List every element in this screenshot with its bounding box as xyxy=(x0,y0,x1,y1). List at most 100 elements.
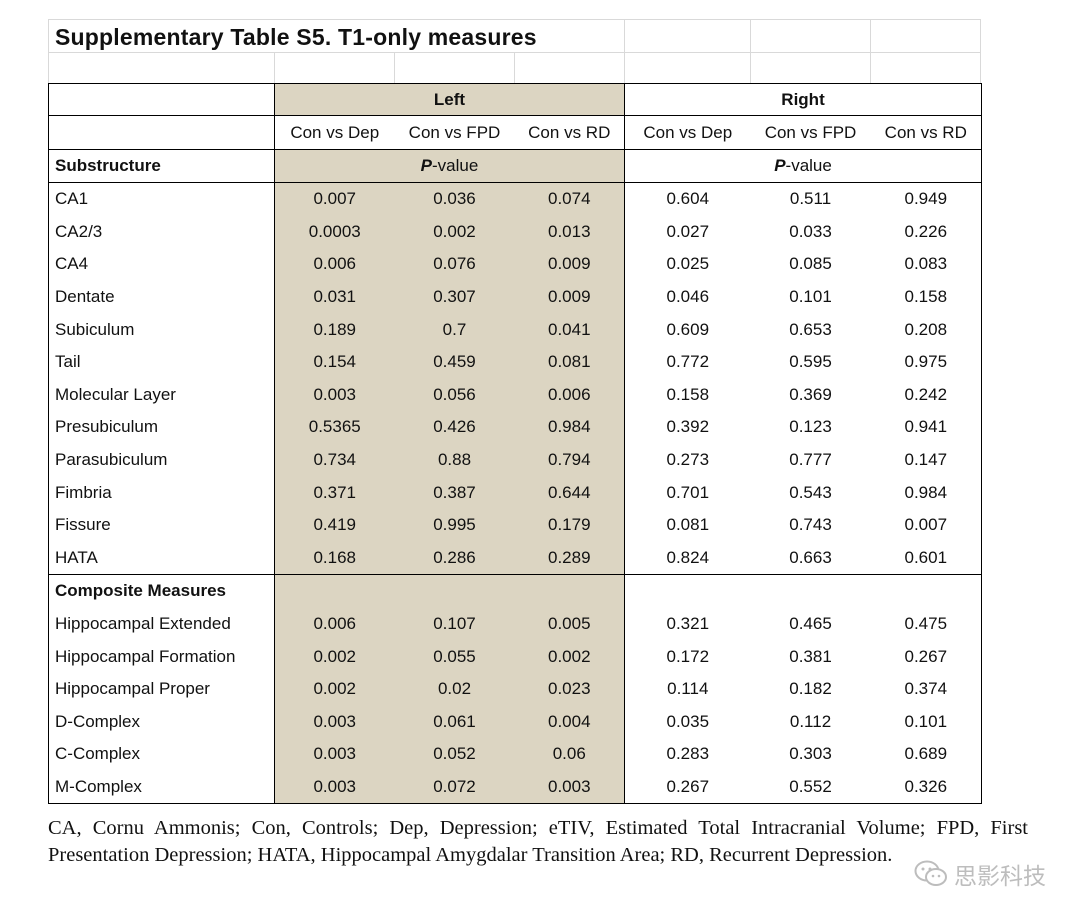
pvalue-cell: 0.663 xyxy=(789,547,832,567)
pvalue-cell: 0.321 xyxy=(624,607,751,641)
comparison-header: Con vs Dep xyxy=(274,115,395,150)
pvalue-cell: 0.601 xyxy=(870,541,983,575)
pvalue-cell: 0.273 xyxy=(624,443,751,477)
pvalue-cell: 0.369 xyxy=(789,384,832,404)
pvalue-cell: 0.031 xyxy=(274,280,395,314)
pvalue-cell: 0.033 xyxy=(789,221,832,241)
pvalue-cell: 0.158 xyxy=(624,378,751,412)
pvalue-cell: 0.006 xyxy=(514,378,625,412)
pvalue-cell: 0.189 xyxy=(274,313,395,346)
pvalue-cell: 0.002 xyxy=(514,640,625,673)
table-row: Tail 0.154 0.459 0.081 0.772 0.595 0.975 xyxy=(48,345,983,379)
section-header-row: Substructure P-value P-value xyxy=(48,149,983,183)
pvalue-cell: 0.543 xyxy=(789,482,832,502)
table-row: CA2/3 0.0003 0.002 0.013 0.027 0.033 0.226 xyxy=(48,215,983,249)
table-row: Parasubiculum 0.734 0.88 0.794 0.273 0.777 0.1… xyxy=(48,443,983,477)
pvalue-cell: 0.289 xyxy=(514,541,625,575)
pvalue-cell: 0.085 xyxy=(789,254,832,274)
pvalue-cell: 0.267 xyxy=(870,640,983,673)
pvalue-cell: 0.009 xyxy=(514,280,625,314)
pvalue-cell: 0.995 xyxy=(394,508,515,542)
pvalue-cell: 0.025 xyxy=(624,248,751,281)
table-row: CA4 0.006 0.076 0.009 0.025 0.085 0.083 xyxy=(48,248,983,281)
pvalue-cell: 0.283 xyxy=(624,738,751,771)
pvalue-cell: 0.286 xyxy=(394,541,515,575)
pvalue-cell: 0.003 xyxy=(514,770,625,805)
pvalue-cell: 0.984 xyxy=(514,411,625,444)
pvalue-cell: 0.984 xyxy=(870,476,983,509)
pvalue-cell: 0.076 xyxy=(394,248,515,281)
table-row: HATA 0.168 0.286 0.289 0.824 0.663 0.601 xyxy=(48,541,983,575)
pvalue-cell: 0.005 xyxy=(514,607,625,641)
pvalue-table: Left Right Con vs Dep Con vs FPD Con vs … xyxy=(48,83,983,805)
pvalue-cell: 0.002 xyxy=(274,640,395,673)
row-label: M-Complex xyxy=(48,770,275,805)
pvalue-cell: 0.003 xyxy=(274,738,395,771)
pvalue-cell: 0.004 xyxy=(514,705,625,739)
pvalue-cell: 0.002 xyxy=(394,215,515,249)
pvalue-cell: 0.595 xyxy=(789,352,832,372)
table-row: CA1 0.007 0.036 0.074 0.604 0.511 0.949 xyxy=(48,182,983,216)
watermark-text: 思影科技 xyxy=(954,864,1046,890)
group-header-right: Right xyxy=(624,83,983,116)
pvalue-cell: 0.459 xyxy=(394,345,515,379)
pvalue-cell: 0.88 xyxy=(394,443,515,477)
pvalue-cell: 0.041 xyxy=(514,313,625,346)
sheet-gridline xyxy=(514,52,515,83)
pvalue-cell: 0.307 xyxy=(394,280,515,314)
group-header-row: Left Right xyxy=(48,83,983,116)
pvalue-cell: 0.002 xyxy=(274,672,395,706)
row-label: D-Complex xyxy=(48,705,275,739)
pvalue-cell: 0.949 xyxy=(870,182,983,216)
comparison-header: Con vs RD xyxy=(514,115,625,150)
pvalue-cell: 0.242 xyxy=(870,378,983,412)
pvalue-cell: 0.5365 xyxy=(274,411,395,444)
table-row: Subiculum 0.189 0.7 0.041 0.609 0.653 0.208 xyxy=(48,313,983,346)
row-label: CA1 xyxy=(48,182,275,216)
table-row: Fissure 0.419 0.995 0.179 0.081 0.743 0.007 xyxy=(48,508,983,542)
pvalue-cell: 0.107 xyxy=(394,607,515,641)
pvalue-cell: 0.158 xyxy=(870,280,983,314)
pvalue-cell: 0.609 xyxy=(624,313,751,346)
pvalue-cell: 0.7 xyxy=(394,313,515,346)
section-heading: Composite Measures xyxy=(48,574,275,608)
pvalue-cell: 0.772 xyxy=(624,345,751,379)
pvalue-cell: 0.381 xyxy=(789,646,832,666)
row-label: Hippocampal Extended xyxy=(48,607,275,641)
pvalue-cell: 0.941 xyxy=(870,411,983,444)
pvalue-cell: 0.387 xyxy=(394,476,515,509)
row-label: Dentate xyxy=(48,280,275,314)
pvalue-p: P xyxy=(420,156,433,175)
pvalue-cell: 0.003 xyxy=(274,770,395,805)
row-label: Tail xyxy=(48,345,275,379)
pvalue-cell: 0.777 xyxy=(789,450,832,470)
row-label: Parasubiculum xyxy=(48,443,275,477)
pvalue-cell: 0.009 xyxy=(514,248,625,281)
pvalue-cell: 0.101 xyxy=(789,287,832,307)
sheet-gridline xyxy=(624,19,625,83)
pvalue-cell: 0.644 xyxy=(514,476,625,509)
pvalue-cell: 0.083 xyxy=(870,248,983,281)
pvalue-cell: 0.007 xyxy=(870,508,983,542)
sheet-gridline xyxy=(274,52,275,83)
table-title: Supplementary Table S5. T1-only measures xyxy=(55,24,537,50)
pvalue-cell: 0.056 xyxy=(394,378,515,412)
pvalue-cell: 0.604 xyxy=(624,182,751,216)
pvalue-cell: 0.701 xyxy=(624,476,751,509)
row-label: CA2/3 xyxy=(48,215,275,249)
pvalue-cell: 0.182 xyxy=(789,679,832,699)
pvalue-cell: 0.007 xyxy=(274,182,395,216)
pvalue-cell: 0.975 xyxy=(870,345,983,379)
pvalue-cell: 0.055 xyxy=(394,640,515,673)
pvalue-cell: 0.824 xyxy=(624,541,751,575)
pvalue-cell: 0.154 xyxy=(274,345,395,379)
comparison-header-row: Con vs Dep Con vs FPD Con vs RD Con vs D… xyxy=(48,115,983,150)
comparison-header: Con vs Dep xyxy=(624,115,751,150)
pvalue-cell: 0.023 xyxy=(514,672,625,706)
row-label: Subiculum xyxy=(48,313,275,346)
table-row: Dentate 0.031 0.307 0.009 0.046 0.101 0.158 xyxy=(48,280,983,314)
pvalue-cell: 0.101 xyxy=(870,705,983,739)
pvalue-cell: 0.465 xyxy=(789,614,832,634)
row-label: Fimbria xyxy=(48,476,275,509)
pvalue-cell: 0.653 xyxy=(789,319,832,339)
